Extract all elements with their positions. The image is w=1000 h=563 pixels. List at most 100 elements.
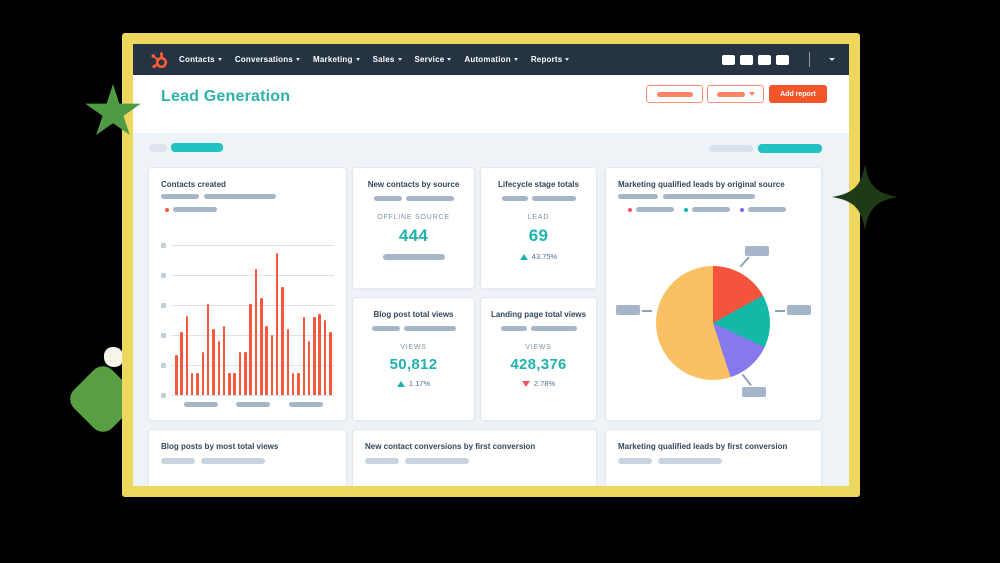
placeholder-pill (204, 194, 276, 199)
dashboard-filter-button[interactable] (646, 85, 703, 103)
bar (249, 303, 252, 395)
placeholder-pill (663, 194, 755, 199)
bar (302, 317, 305, 395)
placeholder-pill (500, 326, 527, 331)
placeholder-text (656, 91, 693, 97)
toolbar-icon-1[interactable] (722, 54, 735, 65)
card-subtitle-placeholders (618, 458, 722, 464)
bar (275, 252, 279, 395)
nav-item-automation[interactable]: Automation (464, 55, 518, 64)
gridline (161, 273, 334, 278)
nav-item-reports[interactable]: Reports (531, 55, 570, 64)
bar (175, 354, 178, 395)
metric-value: 444 (398, 226, 429, 245)
card-landing-page-total-views: Landing page total views VIEWS 428,376 2… (481, 298, 596, 420)
metric-label: LEAD (527, 214, 550, 221)
bar (254, 269, 258, 395)
nav-item-label: Reports (530, 55, 563, 64)
bar-series (175, 244, 332, 395)
placeholder-pill (201, 458, 265, 464)
card-title: Landing page total views (490, 310, 587, 319)
metric-value: 428,376 (510, 356, 567, 373)
pie-chart (656, 266, 770, 380)
legend-dot (740, 207, 744, 212)
chevron-down-icon (513, 58, 518, 61)
bar (238, 351, 242, 395)
bar (323, 320, 327, 395)
legend-dot (165, 207, 169, 212)
card-subtitle-placeholders (353, 196, 474, 201)
placeholder-pill (692, 207, 730, 212)
card-lifecycle-stage-totals: Lifecycle stage totals LEAD 69 43.75% (481, 168, 596, 288)
chevron-down-icon (565, 58, 570, 61)
nav-item-service[interactable]: Service (415, 55, 452, 64)
bar (206, 303, 210, 395)
placeholder-pill (636, 207, 674, 212)
pie-label-line (775, 310, 785, 312)
bar (307, 341, 311, 395)
pie-label-placeholder (745, 246, 769, 256)
delta-value: 2.78% (533, 379, 556, 388)
card-new-contacts-by-source: New contacts by source OFFLINE SOURCE 44… (353, 168, 474, 288)
hubspot-logo-icon[interactable] (149, 50, 169, 70)
gridline (161, 393, 334, 398)
card-title: New contact conversions by first convers… (365, 442, 536, 451)
y-tick-placeholder (161, 393, 166, 398)
placeholder-text (716, 91, 745, 97)
chevron-down-icon (355, 58, 360, 61)
card-title: Blog posts by most total views (161, 442, 279, 451)
x-tick-placeholder (236, 402, 271, 407)
bar (265, 326, 268, 395)
nav-divider (809, 52, 810, 67)
card-subtitle-placeholders (161, 458, 265, 464)
nav-item-label: Marketing (313, 55, 353, 64)
metric-value: 50,812 (389, 356, 438, 373)
placeholder-pill (371, 326, 400, 331)
chevron-down-icon (748, 92, 755, 96)
bar (190, 372, 194, 395)
card-subtitle-placeholders (481, 196, 596, 201)
card-title: New contacts by source (367, 180, 460, 189)
active-tab-placeholder[interactable] (171, 143, 223, 152)
bar (180, 332, 183, 395)
toolbar-icon-4[interactable] (776, 54, 789, 65)
tab-placeholder[interactable] (149, 143, 167, 152)
card-mql-by-original-source: Marketing qualified leads by original so… (606, 168, 821, 420)
bar (329, 332, 332, 395)
dashboard-actions-dropdown[interactable] (707, 85, 764, 103)
bar (212, 329, 215, 395)
chart-legend (628, 207, 786, 212)
nav-item-conversations[interactable]: Conversations (235, 55, 300, 64)
card-subtitle-placeholders (353, 326, 474, 331)
chart-legend (165, 207, 217, 212)
placeholder-pill (658, 458, 722, 464)
legend-dot (628, 207, 632, 212)
add-report-button[interactable]: Add report (769, 85, 827, 103)
nav-item-sales[interactable]: Sales (373, 55, 402, 64)
tab-placeholder[interactable] (709, 145, 753, 152)
account-chevron-down-icon[interactable] (829, 58, 835, 61)
pie-label-placeholder (742, 387, 766, 397)
y-tick-placeholder (161, 363, 166, 368)
bar (196, 372, 199, 395)
card-new-contact-conversions: New contact conversions by first convers… (353, 430, 596, 486)
toolbar-icon-3[interactable] (758, 54, 771, 65)
card-title: Marketing qualified leads by original so… (618, 180, 785, 189)
gridline (161, 333, 334, 338)
metric-delta: 1.17% (353, 379, 474, 388)
toolbar-icon-2[interactable] (740, 54, 753, 65)
nav-item-marketing[interactable]: Marketing (313, 55, 360, 64)
hubspot-dashboard-window: Contacts Conversations Marketing Sales S… (133, 44, 849, 486)
bar (260, 297, 263, 395)
card-blog-posts-by-most-total-views: Blog posts by most total views (149, 430, 346, 486)
metric-delta: 43.75% (481, 252, 596, 261)
placeholder-pill (748, 207, 786, 212)
metric-delta: 2.78% (481, 379, 596, 388)
nav-item-label: Conversations (234, 55, 293, 64)
pie-label-placeholder (616, 305, 640, 315)
nav-item-contacts[interactable]: Contacts (179, 55, 222, 64)
active-tab-placeholder[interactable] (758, 144, 822, 153)
gridline (161, 303, 334, 308)
metric-label: VIEWS (400, 344, 427, 351)
gridline (161, 363, 334, 368)
